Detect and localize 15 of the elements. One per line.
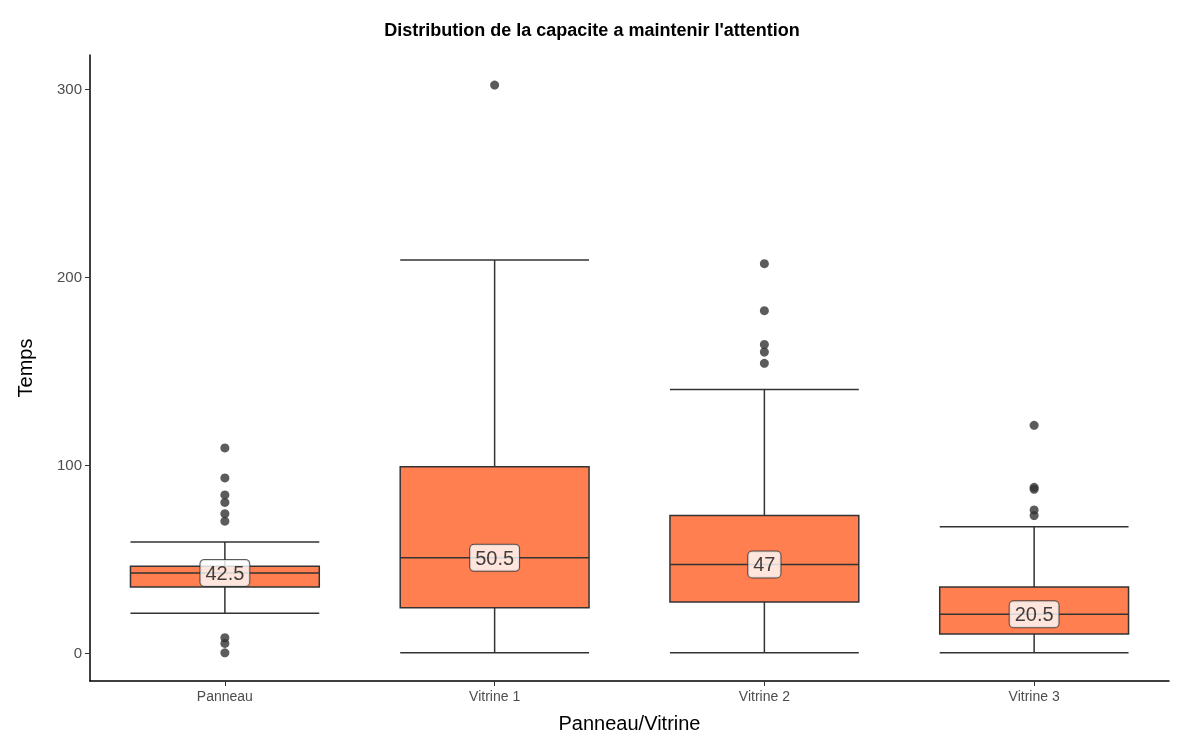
- x-axis-title: Panneau/Vitrine: [558, 712, 701, 734]
- y-tick-label: 200: [56, 268, 82, 286]
- x-tick-label: Panneau: [196, 688, 253, 704]
- x-tick-label: Vitrine 3: [1008, 688, 1060, 704]
- chart-title: Distribution de la capacite a maintenir l'attention: [384, 20, 800, 40]
- annotation: 42.5: [205, 561, 245, 584]
- y-tick-label: 0: [73, 644, 82, 662]
- annotation: 47: [753, 553, 776, 576]
- annotation: 20.5: [1014, 603, 1054, 626]
- x-tick-label: Vitrine 1: [469, 688, 521, 704]
- y-tick-label: 100: [56, 456, 82, 474]
- y-tick-label: 300: [56, 80, 82, 98]
- annotation: 50.5: [475, 546, 515, 569]
- x-tick-label: Vitrine 2: [738, 688, 791, 704]
- y-axis-title: Temps: [14, 338, 36, 398]
